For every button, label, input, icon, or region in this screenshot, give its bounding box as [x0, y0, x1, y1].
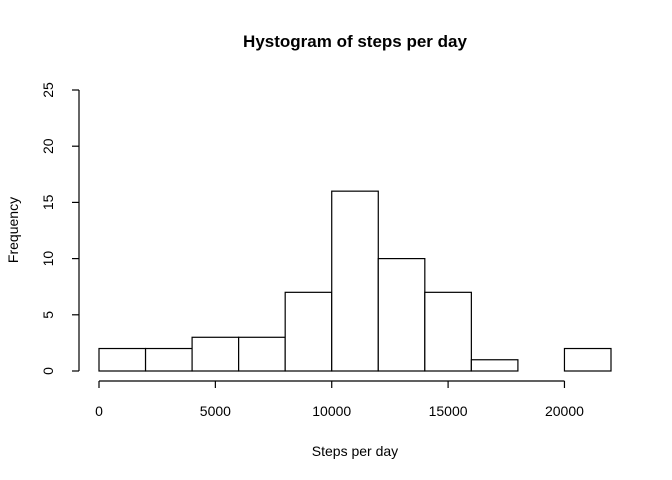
y-tick-label-3: 15 [40, 194, 56, 210]
x-tick-label-1: 5000 [200, 403, 231, 419]
x-axis-label: Steps per day [312, 443, 398, 459]
histogram-bar-4 [284, 291, 333, 372]
histogram-bar-7 [424, 291, 472, 372]
histogram-bar-2 [191, 336, 240, 372]
chart-title: Hystogram of steps per day [243, 32, 467, 51]
y-axis-label: Frequency [5, 197, 21, 263]
histogram-bar-3 [238, 336, 286, 372]
histogram-bar-0 [98, 347, 147, 372]
bars-group [98, 190, 612, 372]
y-tick-label-5: 25 [40, 82, 56, 98]
histogram-bar-1 [144, 347, 193, 372]
y-tick-label-4: 20 [40, 138, 56, 154]
x-tick-label-3: 15000 [429, 403, 468, 419]
y-tick-label-0: 0 [40, 367, 56, 375]
x-tick-label-2: 10000 [312, 403, 351, 419]
histogram-bar-8 [470, 359, 519, 372]
y-axis: 0 5 10 15 20 25 [40, 82, 80, 375]
x-tick-label-4: 20000 [545, 403, 584, 419]
histogram-bar-5 [331, 190, 379, 372]
y-tick-label-2: 10 [40, 251, 56, 267]
x-tick-label-0: 0 [95, 403, 103, 419]
histogram-bar-10 [563, 347, 612, 372]
x-axis: 0 5000 10000 15000 20000 [95, 380, 584, 419]
y-tick-label-1: 5 [40, 311, 56, 319]
histogram-bar-6 [377, 258, 426, 372]
